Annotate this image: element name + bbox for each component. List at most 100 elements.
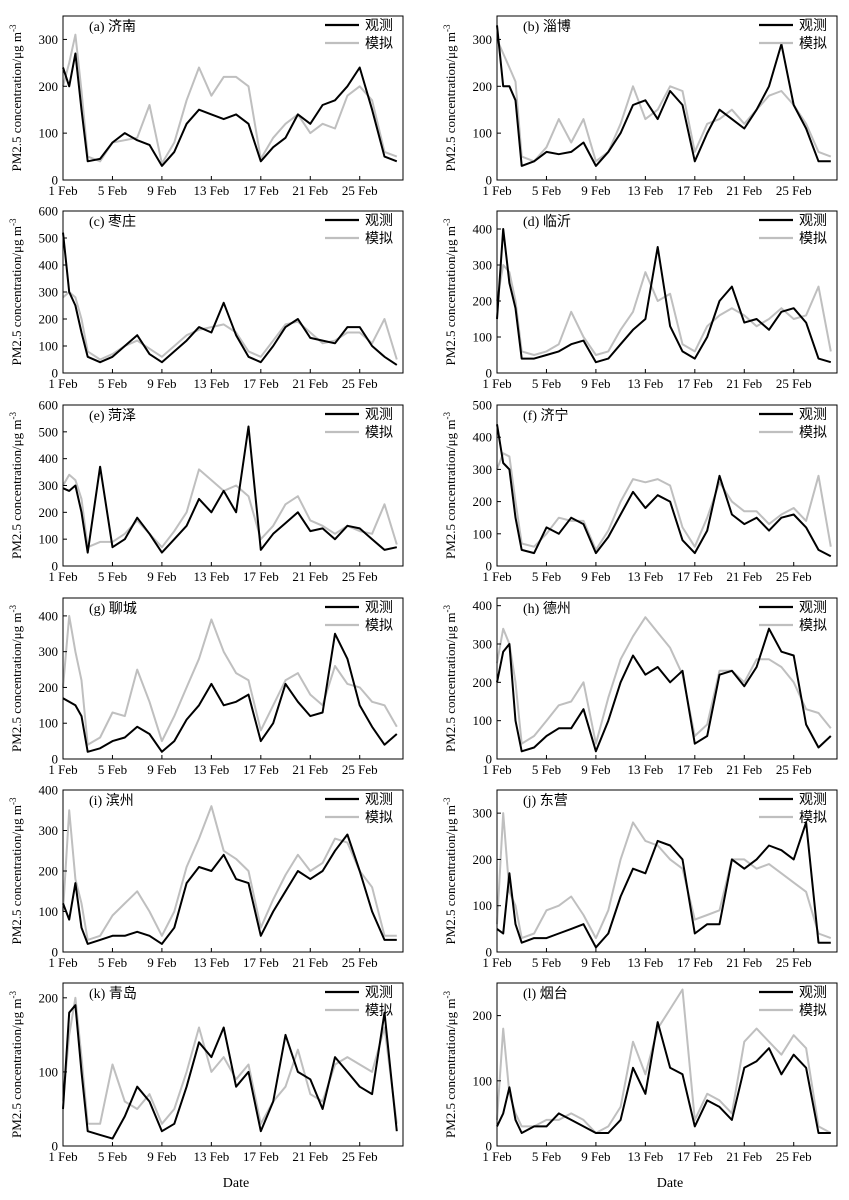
simulated-line <box>62 805 397 941</box>
x-tick-label: 13 Feb <box>193 183 229 198</box>
observed-line <box>496 1021 831 1134</box>
plot-frame <box>62 982 404 1147</box>
x-tick-label: 17 Feb <box>243 955 279 970</box>
x-tick-label: 13 Feb <box>193 376 229 391</box>
y-axis-label-superscript: -3 <box>442 797 452 805</box>
x-tick-label: 1 Feb <box>48 183 77 198</box>
observed-line <box>496 627 832 753</box>
legend-observed-label: 观测 <box>365 985 393 1001</box>
y-axis-label: PM2.5 concentration/μg m-3 <box>442 24 458 171</box>
y-tick-label: 100 <box>473 526 493 541</box>
panel-l: 0 100 200 1 Feb 5 Feb 9 Feb 13 Feb 17 Feb 21 Feb… <box>442 982 838 1164</box>
panel-g: 0 100 200 300 400 1 Feb 5 Feb 9 Feb 13 Feb 17 Feb… <box>8 597 404 777</box>
x-tick-label: 21 Feb <box>726 183 762 198</box>
legend-observed-label: 观测 <box>365 792 393 808</box>
y-tick-label: 300 <box>473 806 493 821</box>
y-tick-label: 100 <box>473 330 493 345</box>
x-tick-label: 17 Feb <box>243 762 279 777</box>
panel-title: (j) 东营 <box>523 793 568 809</box>
x-tick-label: 13 Feb <box>627 1149 663 1164</box>
y-tick-label: 0 <box>486 752 493 767</box>
y-axis-label: PM2.5 concentration/μg m-3 <box>8 412 24 559</box>
x-tick-label: 13 Feb <box>193 955 229 970</box>
x-tick-label: 9 Feb <box>581 762 610 777</box>
legend-simulated-label: 模拟 <box>799 36 827 52</box>
y-tick-label: 500 <box>473 398 493 413</box>
simulated-line <box>62 468 398 549</box>
x-tick-label: 21 Feb <box>726 569 762 584</box>
y-axis-label: PM2.5 concentration/μg m-3 <box>8 24 24 171</box>
panel-title: (f) 济宁 <box>523 407 569 424</box>
y-tick-label: 100 <box>39 716 59 731</box>
legend-simulated-label: 模拟 <box>365 425 393 441</box>
x-axis-label-right: Date <box>657 1176 683 1191</box>
legend-observed-label: 观测 <box>799 985 827 1001</box>
y-axis-label-superscript: -3 <box>8 24 18 32</box>
observed-line <box>62 632 398 753</box>
observed-line <box>496 424 832 558</box>
y-axis-label-superscript: -3 <box>8 605 18 613</box>
simulated-line <box>62 33 398 165</box>
y-tick-label: 200 <box>39 505 59 520</box>
plot-frame <box>496 597 838 760</box>
y-axis-label-superscript: -3 <box>442 412 452 420</box>
x-tick-label: 5 Feb <box>98 1149 127 1164</box>
y-axis-label-superscript: -3 <box>8 991 18 999</box>
y-tick-label: 200 <box>39 79 59 94</box>
panel-title: (l) 烟台 <box>523 986 568 1002</box>
observed-line <box>62 833 397 945</box>
plot-frame <box>62 15 404 181</box>
plot-frame <box>496 789 838 953</box>
y-tick-label: 300 <box>39 32 59 47</box>
panel-e: 0 100 200 300 400 500 600 1 Feb 5 Feb 9 Feb 13 Feb… <box>8 398 404 584</box>
x-tick-label: 13 Feb <box>193 569 229 584</box>
x-tick-label: 1 Feb <box>48 1149 77 1164</box>
panel-title: (d) 临沂 <box>523 214 571 230</box>
plot-frame <box>496 15 838 181</box>
x-tick-label: 17 Feb <box>243 1149 279 1164</box>
y-axis-label: PM2.5 concentration/μg m-3 <box>8 797 24 944</box>
simulated-line <box>496 38 832 163</box>
y-axis-label: PM2.5 concentration/μg m-3 <box>8 991 24 1138</box>
legend-simulated-label: 模拟 <box>365 231 393 247</box>
y-tick-label: 100 <box>39 532 59 547</box>
y-tick-label: 300 <box>39 823 59 838</box>
x-tick-label: 5 Feb <box>532 376 561 391</box>
y-tick-label: 200 <box>39 680 59 695</box>
legend-observed-label: 观测 <box>799 600 827 616</box>
x-tick-label: 21 Feb <box>292 183 328 198</box>
x-tick-label: 5 Feb <box>532 762 561 777</box>
simulated-line <box>62 996 398 1125</box>
x-tick-label: 21 Feb <box>292 1149 328 1164</box>
y-tick-label: 300 <box>473 258 493 273</box>
x-tick-label: 5 Feb <box>532 569 561 584</box>
x-tick-label: 13 Feb <box>627 183 663 198</box>
x-tick-label: 21 Feb <box>292 569 328 584</box>
legend-simulated-label: 模拟 <box>799 231 827 247</box>
x-tick-label: 17 Feb <box>677 376 713 391</box>
x-tick-label: 25 Feb <box>342 955 378 970</box>
legend-observed-label: 观测 <box>799 213 827 229</box>
x-tick-label: 21 Feb <box>726 955 762 970</box>
x-tick-label: 21 Feb <box>726 1149 762 1164</box>
x-tick-label: 17 Feb <box>243 569 279 584</box>
panel-i: 0 100 200 300 400 1 Feb 5 Feb 9 Feb 13 Feb 17 Feb… <box>8 783 404 970</box>
y-axis-label: PM2.5 concentration/μg m-3 <box>8 605 24 752</box>
y-tick-label: 100 <box>473 126 493 141</box>
observed-line <box>62 232 398 366</box>
x-tick-label: 5 Feb <box>532 183 561 198</box>
legend-simulated-label: 模拟 <box>799 618 827 634</box>
x-tick-label: 9 Feb <box>581 183 610 198</box>
legend-simulated-label: 模拟 <box>799 425 827 441</box>
x-axis-label-left: Date <box>223 1176 249 1191</box>
panels: 0 100 200 300 1 Feb 5 Feb 9 Feb 13 Feb 17 Feb 21 … <box>8 15 838 1164</box>
panel-d: 0 100 200 300 400 1 Feb 5 Feb 9 Feb 13 Feb 17 Feb… <box>442 210 838 391</box>
x-tick-label: 1 Feb <box>482 183 511 198</box>
x-tick-label: 9 Feb <box>581 376 610 391</box>
x-tick-label: 25 Feb <box>342 1149 378 1164</box>
y-tick-label: 100 <box>473 898 493 913</box>
panel-title: (g) 聊城 <box>89 601 137 617</box>
y-tick-label: 0 <box>52 945 59 960</box>
y-tick-label: 0 <box>486 559 493 574</box>
panel-title: (b) 淄博 <box>523 18 571 35</box>
